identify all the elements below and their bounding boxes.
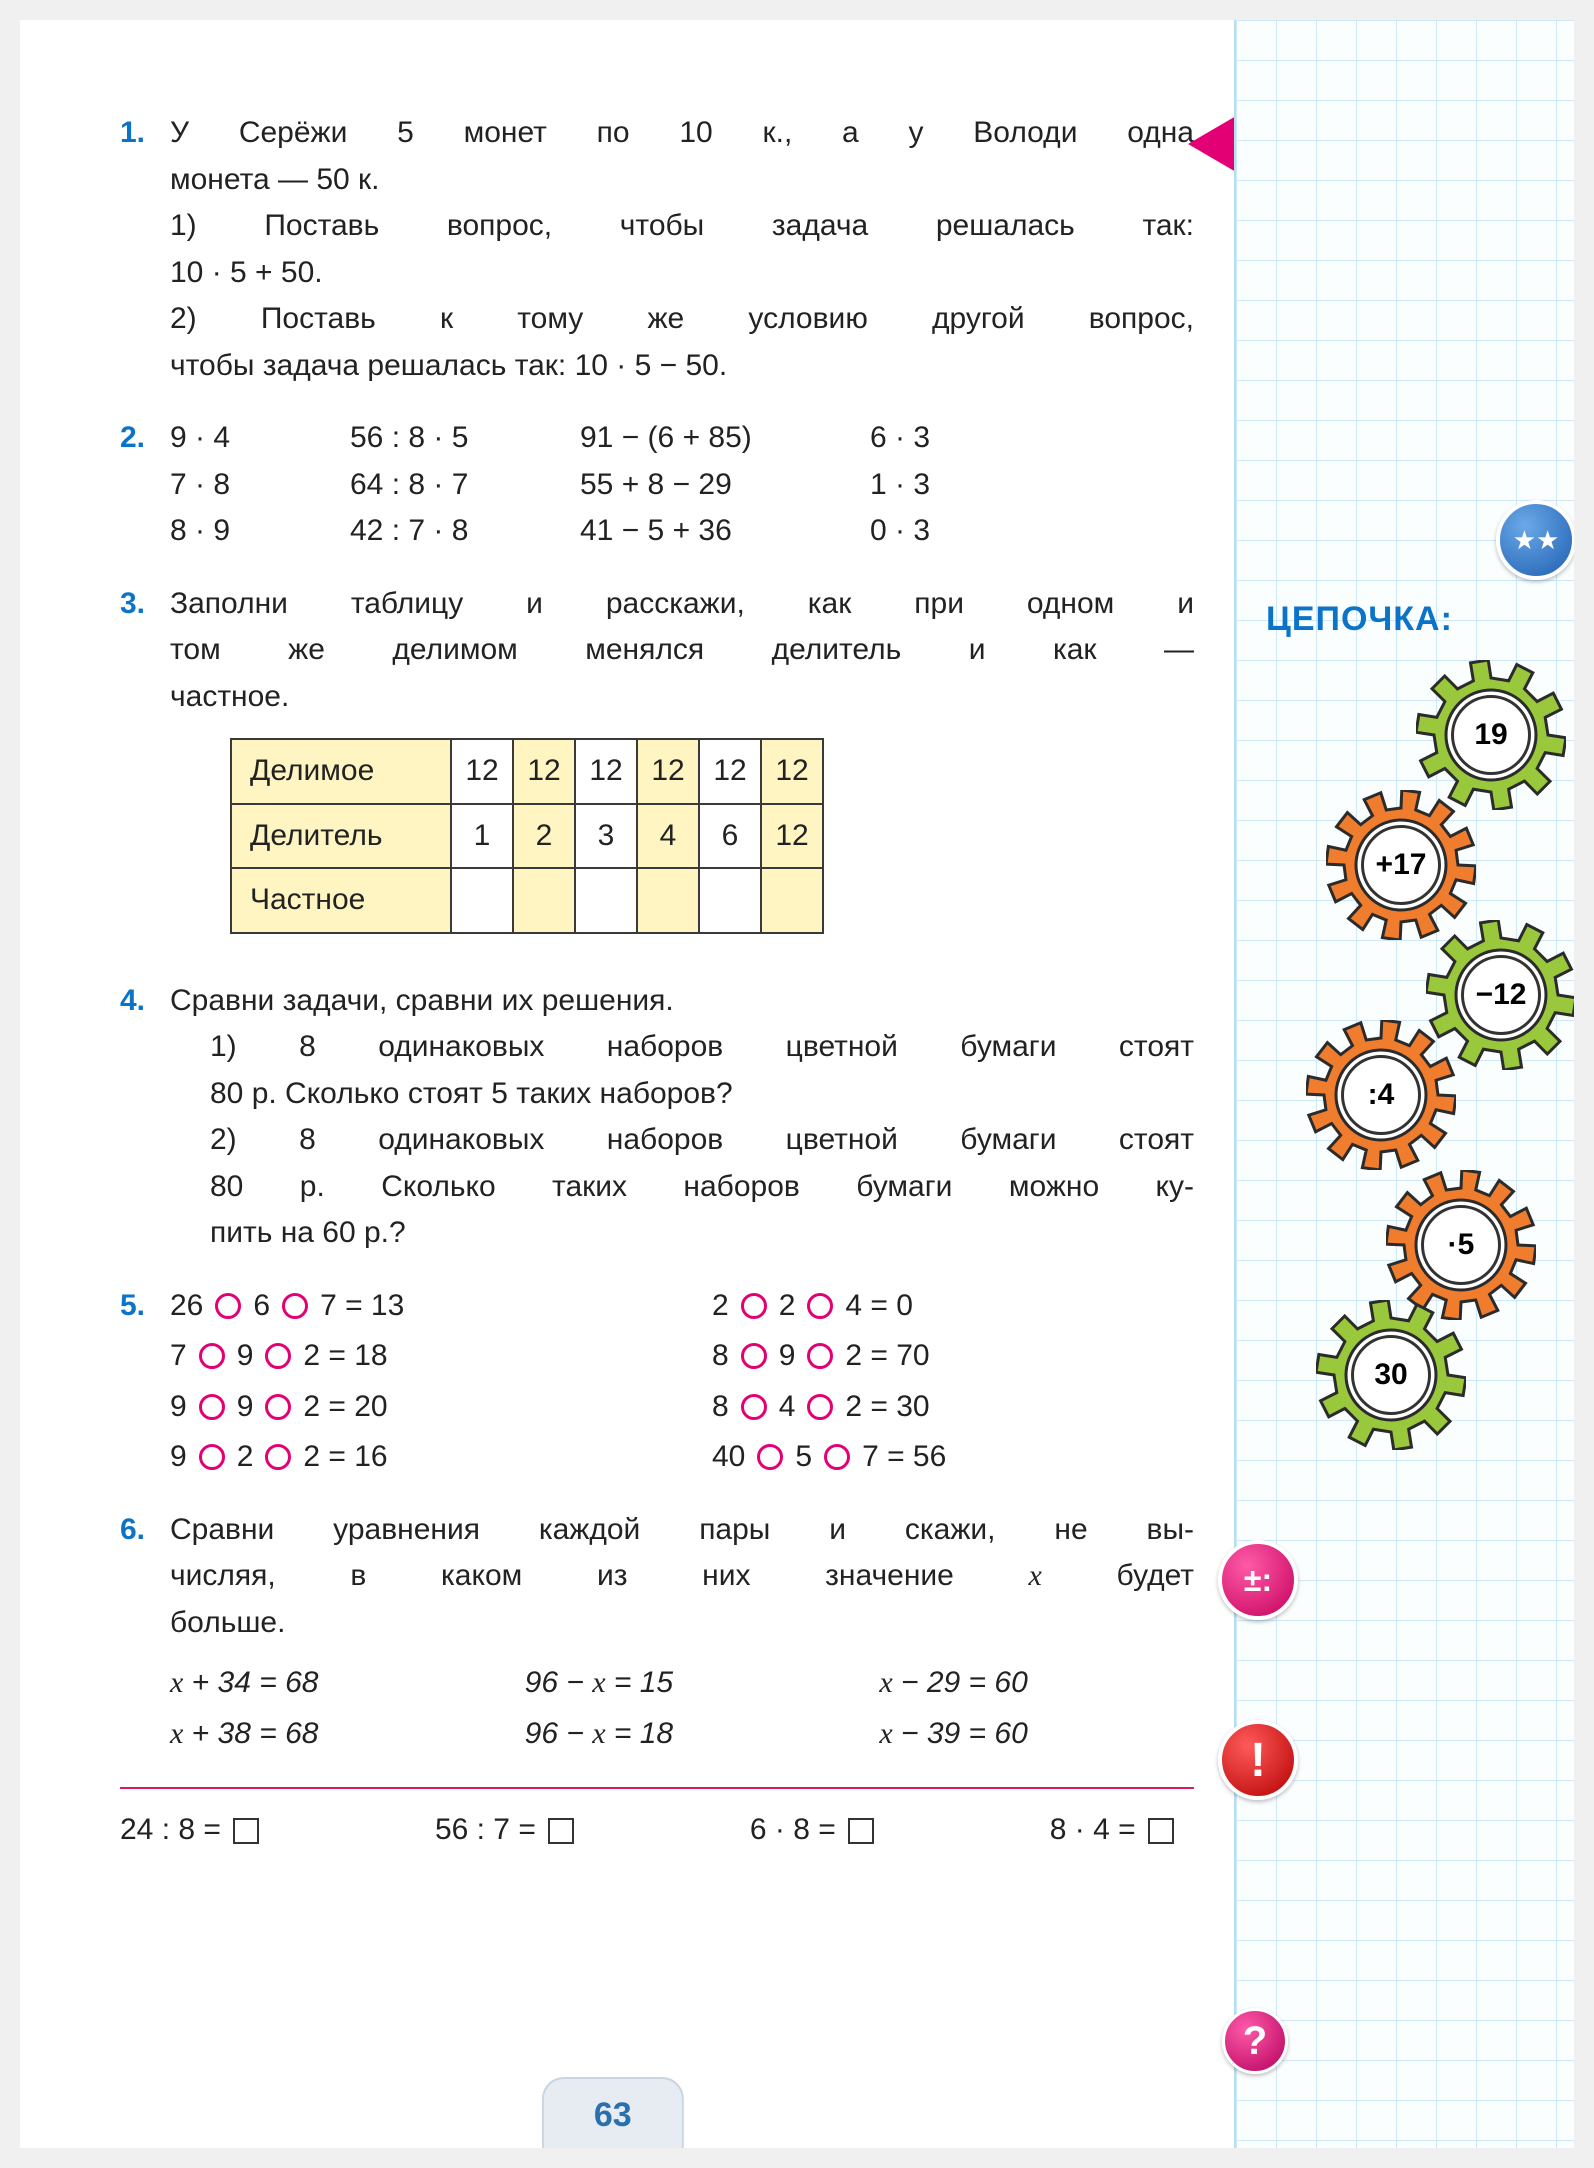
gear-icon: 30 [1316,1300,1466,1450]
table-row: Делимое 12 12 12 12 12 12 [231,739,823,804]
blank-square-icon [848,1818,874,1844]
blank-circle-icon [741,1394,767,1420]
triangle-marker [1188,116,1236,172]
exercise-3: 3. Заполни таблицу и расскажи, как при о… [120,581,1194,952]
blank-circle-icon [741,1293,767,1319]
blank-circle-icon [757,1444,783,1470]
blank-circle-icon [741,1343,767,1369]
blank-circle-icon [807,1394,833,1420]
circle-expression: 40 5 7 = 56 [712,1434,1194,1481]
exercise-number: 3. [120,581,170,952]
gear-icon: :4 [1306,1020,1456,1170]
blank-square-icon [1148,1818,1174,1844]
circle-expression: 9 2 2 = 16 [170,1434,652,1481]
circle-expression: 8 4 2 = 30 [712,1384,1194,1431]
exercise-1: 1. У Серёжи 5 монет по 10 к., а у Володи… [120,110,1194,389]
exercise-2: 2. 9 · 456 : 8 · 591 − (6 + 85)6 · 3 7 ·… [120,415,1194,555]
exercise-body: У Серёжи 5 монет по 10 к., а у Володи од… [170,110,1194,389]
equation: x − 39 = 60 [879,1711,1194,1758]
blank-circle-icon [807,1343,833,1369]
main-content: 1. У Серёжи 5 монет по 10 к., а у Володи… [20,20,1234,2148]
gear-label: −12 [1461,955,1541,1035]
gear-icon: ·5 [1386,1170,1536,1320]
exercise-body: 26 6 7 = 13 2 2 4 = 0 7 9 2 = 18 8 9 2 = 70… [170,1283,1194,1481]
division-table: Делимое 12 12 12 12 12 12 Делитель 1 2 [230,738,1194,934]
equation: x + 34 = 68 [170,1660,485,1707]
circle-expression: 8 9 2 = 70 [712,1333,1194,1380]
divider [120,1787,1194,1789]
textbook-page: 1. У Серёжи 5 монет по 10 к., а у Володи… [20,20,1574,2148]
bottom-expression: 8 · 4 = [1050,1807,1174,1854]
exercise-number: 6. [120,1507,170,1758]
blank-circle-icon [199,1394,225,1420]
blank-circle-icon [807,1293,833,1319]
blank-circle-icon [265,1444,291,1470]
gear-label: ·5 [1421,1205,1501,1285]
circle-expression: 26 6 7 = 13 [170,1283,652,1330]
table-row: Частное [231,868,823,933]
exercise-number: 5. [120,1283,170,1481]
exercise-4: 4. Сравни задачи, сравни их решения. 1) … [120,978,1194,1257]
blank-square-icon [548,1818,574,1844]
gear-label: 30 [1351,1335,1431,1415]
gear-label: :4 [1341,1055,1421,1135]
blank-circle-icon [215,1293,241,1319]
bottom-expression: 56 : 7 = [435,1807,574,1854]
gear-icon: +17 [1326,790,1476,940]
equation: 96 − x = 15 [525,1660,840,1707]
equation: 96 − x = 18 [525,1711,840,1758]
equation: x + 38 = 68 [170,1711,485,1758]
exclamation-badge-icon: ! [1218,1720,1298,1800]
table-row: Делитель 1 2 3 4 6 12 [231,804,823,869]
plus-minus-badge-icon: ±: [1218,1540,1298,1620]
sidebar: ★★ ЦЕПОЧКА: 19+17−12:4·530 ±: ! ? [1234,20,1574,2148]
expression-grid: 9 · 456 : 8 · 591 − (6 + 85)6 · 3 7 · 86… [170,415,1194,555]
blank-circle-icon [199,1444,225,1470]
blank-circle-icon [282,1293,308,1319]
exercise-number: 4. [120,978,170,1257]
bottom-expression: 6 · 8 = [750,1807,874,1854]
exercise-5: 5. 26 6 7 = 13 2 2 4 = 0 7 9 2 = 18 8 9 2 =… [120,1283,1194,1481]
bottom-expressions: 24 : 8 = 56 : 7 = 6 · 8 = 8 · 4 = [120,1807,1194,1854]
chain-title: ЦЕПОЧКА: [1266,600,1453,639]
gear-label: +17 [1361,825,1441,905]
question-badge-icon: ? [1222,2008,1288,2074]
circle-expression: 9 9 2 = 20 [170,1384,652,1431]
circle-expression: 2 2 4 = 0 [712,1283,1194,1330]
page-number: 63 [542,2077,684,2148]
blank-circle-icon [265,1343,291,1369]
blank-circle-icon [824,1444,850,1470]
exercise-6: 6. Сравни уравнения каждой пары и скажи,… [120,1507,1194,1758]
blank-square-icon [233,1818,259,1844]
exercise-body: Сравни уравнения каждой пары и скажи, не… [170,1507,1194,1758]
blank-circle-icon [199,1343,225,1369]
equation: x − 29 = 60 [879,1660,1194,1707]
bottom-expression: 24 : 8 = [120,1807,259,1854]
exercise-number: 2. [120,415,170,555]
equation-grid: x + 34 = 68 96 − x = 15 x − 29 = 60 x + 38 … [170,1660,1194,1757]
circle-expression: 7 9 2 = 18 [170,1333,652,1380]
gear-label: 19 [1451,695,1531,775]
exercise-body: Заполни таблицу и расскажи, как при одно… [170,581,1194,952]
blank-circle-icon [265,1394,291,1420]
exercise-body: Сравни задачи, сравни их решения. 1) 8 о… [170,978,1194,1257]
stars-badge-icon: ★★ [1496,500,1574,580]
exercise-body: 9 · 456 : 8 · 591 − (6 + 85)6 · 3 7 · 86… [170,415,1194,555]
exercise-number: 1. [120,110,170,389]
gear-icon: 19 [1416,660,1566,810]
